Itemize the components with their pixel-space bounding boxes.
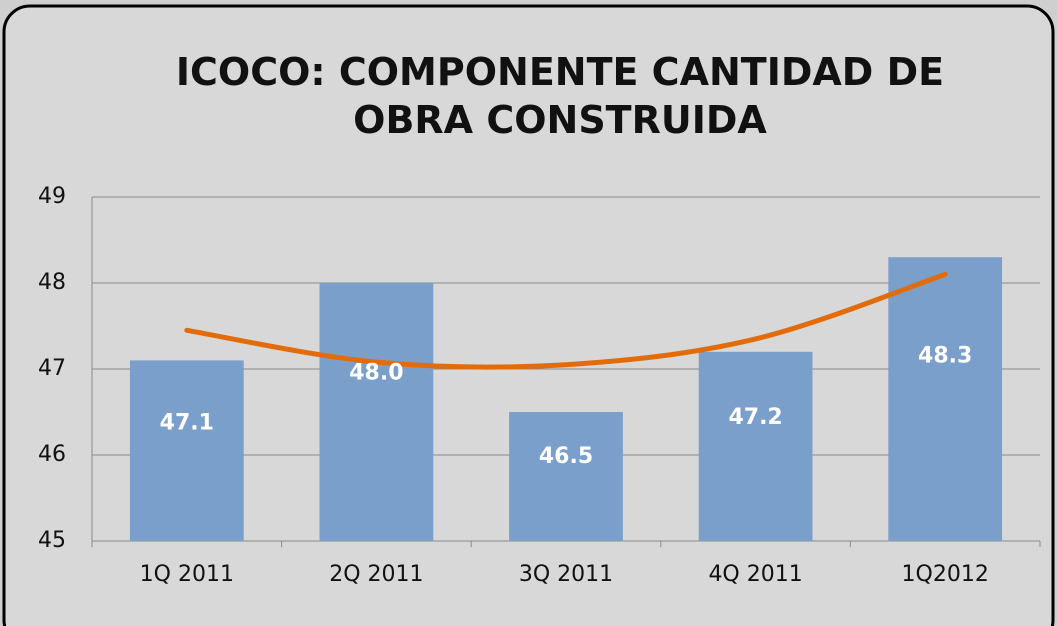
bar [509, 412, 623, 541]
x-tick-label: 1Q2012 [902, 562, 989, 587]
y-tick-label: 48 [38, 270, 66, 295]
data-label: 46.5 [539, 444, 593, 469]
y-tick-label: 49 [38, 184, 66, 209]
x-tick-label: 3Q 2011 [519, 562, 613, 587]
y-tick-label: 45 [38, 528, 66, 553]
x-tick-label: 2Q 2011 [329, 562, 423, 587]
y-tick-label: 47 [38, 356, 66, 381]
x-tick-label: 4Q 2011 [708, 562, 802, 587]
x-tick-label: 1Q 2011 [140, 562, 234, 587]
data-label: 48.3 [918, 344, 972, 369]
bar [698, 351, 813, 541]
bar [129, 360, 244, 541]
trendline [184, 271, 948, 370]
data-label: 48.0 [349, 360, 403, 385]
chart-title: ICOCO: COMPONENTE CANTIDAD DE OBRA CONST… [175, 50, 945, 142]
data-label: 47.1 [160, 411, 214, 436]
bar [888, 257, 1003, 541]
data-label: 47.2 [728, 405, 782, 430]
bar [319, 283, 434, 541]
y-tick-label: 46 [38, 442, 66, 467]
